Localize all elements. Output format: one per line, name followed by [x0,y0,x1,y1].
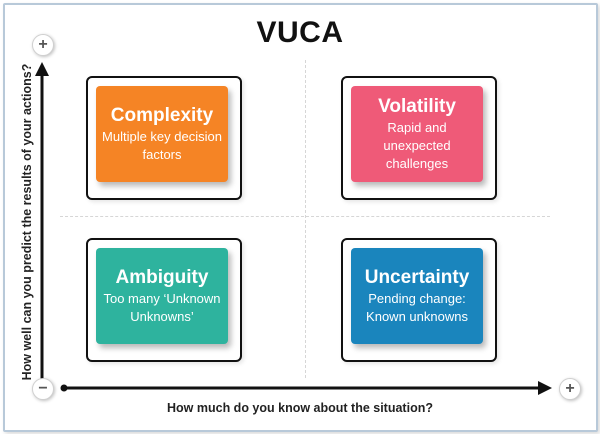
y-axis-label: How well can you predict the results of … [20,63,34,381]
quadrant-volatility: Volatility Rapid and unexpected challeng… [341,76,497,200]
x-axis-label: How much do you know about the situation… [167,401,433,415]
vertical-divider [305,60,306,378]
plus-icon-right: + [559,378,581,400]
ambiguity-title: Ambiguity [115,267,209,288]
uncertainty-description: Pending change: Known unknowns [366,291,468,324]
uncertainty-card: Uncertainty Pending change: Known unknow… [351,248,483,344]
volatility-card: Volatility Rapid and unexpected challeng… [351,86,483,182]
volatility-description: Rapid and unexpected challenges [383,120,451,171]
complexity-title: Complexity [110,105,214,126]
complexity-card: Complexity Multiple key decision factors [96,86,228,182]
volatility-title: Volatility [378,96,456,117]
quadrant-uncertainty: Uncertainty Pending change: Known unknow… [341,238,497,362]
quadrant-ambiguity: Ambiguity Too many ‘Unknown Unknowns’ [86,238,242,362]
minus-icon-origin: − [32,378,54,400]
quadrant-complexity: Complexity Multiple key decision factors [86,76,242,200]
plus-icon-top: + [32,34,54,56]
ambiguity-description: Too many ‘Unknown Unknowns’ [103,291,221,324]
y-axis-arrowhead [35,62,49,76]
diagram-title: VUCA [256,16,344,49]
ambiguity-card: Ambiguity Too many ‘Unknown Unknowns’ [96,248,228,344]
uncertainty-title: Uncertainty [364,267,470,288]
complexity-description: Multiple key decision factors [102,129,222,162]
axis-origin-dot [60,384,68,392]
x-axis-arrowhead [538,381,552,395]
